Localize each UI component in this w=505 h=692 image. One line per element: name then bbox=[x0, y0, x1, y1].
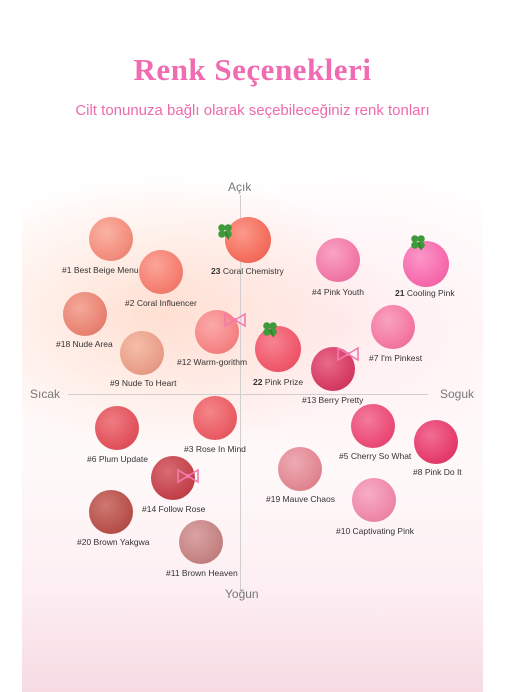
shade-name-pink-prize: Pink Prize bbox=[264, 377, 304, 387]
shade-number-cooling-pink: 21 bbox=[395, 288, 405, 298]
shade-number-pink-prize: 22 bbox=[253, 377, 263, 387]
page-subtitle: Cilt tonunuza bağlı olarak seçebileceğin… bbox=[75, 102, 430, 119]
clover-icon bbox=[218, 224, 232, 240]
shade-label-best-beige-menu: #1 Best Beige Menu bbox=[62, 265, 139, 275]
vertical-axis bbox=[240, 195, 241, 590]
shade-number-coral-chemistry: 23 bbox=[211, 266, 221, 276]
bow-icon bbox=[177, 468, 199, 484]
shade-label-berry-pretty: #13 Berry Pretty bbox=[302, 395, 364, 405]
axis-label-bottom: Yoğun bbox=[225, 587, 259, 601]
shade-label-follow-rose: #14 Follow Rose bbox=[142, 504, 206, 514]
shade-swatch-brown-yakgwa[interactable] bbox=[89, 490, 133, 534]
clover-icon bbox=[263, 322, 277, 338]
shade-swatch-rose-in-mind[interactable] bbox=[193, 396, 237, 440]
shade-label-brown-yakgwa: #20 Brown Yakgwa bbox=[77, 537, 150, 547]
shade-label-captivating-pink: #10 Captivating Pink bbox=[336, 526, 414, 536]
shade-swatch-plum-update[interactable] bbox=[95, 406, 139, 450]
shade-name-coral-chemistry: Coral Chemistry bbox=[222, 266, 284, 276]
shade-swatch-coral-chemistry[interactable] bbox=[225, 217, 271, 263]
shade-swatch-follow-rose[interactable] bbox=[151, 456, 195, 500]
shade-label-im-pinkest: #7 I'm Pinkest bbox=[369, 353, 423, 363]
shade-swatch-coral-influencer[interactable] bbox=[139, 250, 183, 294]
shade-label-nude-area: #18 Nude Area bbox=[56, 339, 113, 349]
axis-label-top: Açık bbox=[228, 180, 252, 194]
shade-swatch-pink-prize[interactable] bbox=[255, 326, 301, 372]
shade-label-brown-heaven: #11 Brown Heaven bbox=[166, 568, 238, 578]
shade-swatch-mauve-chaos[interactable] bbox=[278, 447, 322, 491]
shade-label-pink-prize: 22 Pink Prize bbox=[253, 377, 303, 387]
shade-swatch-nude-to-heart[interactable] bbox=[120, 331, 164, 375]
shade-label-cooling-pink: 21 Cooling Pink bbox=[395, 288, 455, 298]
bow-icon bbox=[224, 312, 246, 328]
shade-swatch-nude-area[interactable] bbox=[63, 292, 107, 336]
shade-label-cherry-so-what: #5 Cherry So What bbox=[339, 451, 412, 461]
shade-label-nude-to-heart: #9 Nude To Heart bbox=[110, 378, 177, 388]
shade-label-plum-update: #6 Plum Update bbox=[87, 454, 148, 464]
shade-swatch-im-pinkest[interactable] bbox=[371, 305, 415, 349]
shade-label-pink-do-it: #8 Pink Do It bbox=[413, 467, 462, 477]
shade-label-warm-gorithm: #12 Warm-gorithm bbox=[177, 357, 248, 367]
shade-label-coral-chemistry: 23 Coral Chemistry bbox=[211, 266, 284, 276]
shade-swatch-brown-heaven[interactable] bbox=[179, 520, 223, 564]
horizontal-axis bbox=[68, 394, 428, 395]
shade-label-pink-youth: #4 Pink Youth bbox=[312, 287, 364, 297]
shade-swatch-pink-do-it[interactable] bbox=[414, 420, 458, 464]
shade-label-mauve-chaos: #19 Mauve Chaos bbox=[266, 494, 335, 504]
axis-label-left: Sıcak bbox=[30, 387, 61, 401]
shade-swatch-best-beige-menu[interactable] bbox=[89, 217, 133, 261]
page-title: Renk Seçenekleri bbox=[133, 52, 372, 87]
shade-name-cooling-pink: Cooling Pink bbox=[406, 288, 455, 298]
clover-icon bbox=[411, 235, 425, 251]
shade-swatch-captivating-pink[interactable] bbox=[352, 478, 396, 522]
axis-label-right: Soguk bbox=[440, 387, 475, 401]
shade-swatch-pink-youth[interactable] bbox=[316, 238, 360, 282]
shade-swatch-cherry-so-what[interactable] bbox=[351, 404, 395, 448]
shade-swatch-cooling-pink[interactable] bbox=[403, 241, 449, 287]
shade-label-coral-influencer: #2 Coral Influencer bbox=[125, 298, 197, 308]
shade-label-rose-in-mind: #3 Rose In Mind bbox=[184, 444, 246, 454]
bow-icon bbox=[337, 346, 359, 362]
